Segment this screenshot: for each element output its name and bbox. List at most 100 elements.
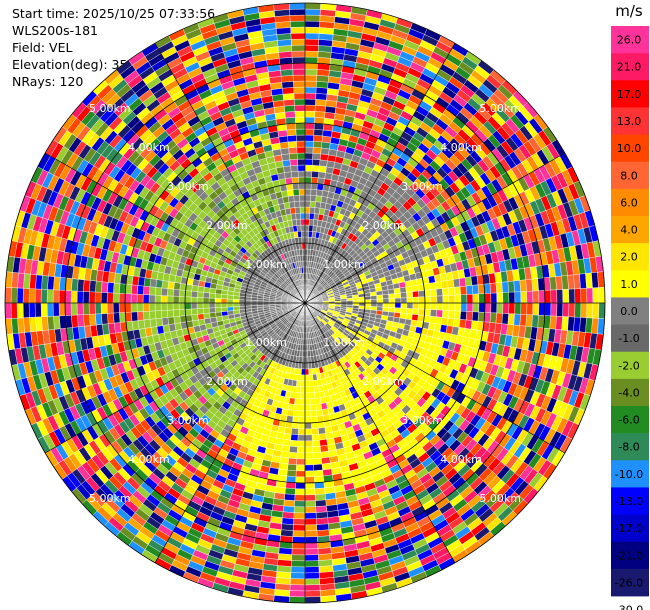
ray-gate: [34, 288, 42, 304]
ray-gate: [586, 287, 594, 304]
ray-gate: [304, 380, 310, 388]
ray-gate: [531, 314, 539, 328]
ray-gate: [382, 298, 390, 304]
ray-gate: [256, 302, 264, 306]
ray-gate: [316, 75, 329, 83]
ray-gate: [89, 280, 97, 293]
ray-gate: [489, 312, 497, 324]
ray-gate: [304, 410, 312, 418]
ray-gate: [532, 290, 540, 304]
ray-gate: [41, 316, 49, 331]
ray-gate: [77, 314, 85, 327]
ray-gate: [400, 307, 408, 314]
ray-gate: [304, 434, 313, 442]
ray-gate: [382, 294, 390, 300]
ray-gate: [387, 288, 395, 295]
ray-gate: [318, 165, 327, 173]
ray-gate: [316, 529, 330, 537]
ray-gate: [508, 291, 516, 304]
ray-gate: [508, 302, 516, 315]
ray-gate: [435, 316, 443, 325]
ray-gate: [399, 286, 407, 294]
ray-gate: [292, 536, 306, 544]
ray-gate: [291, 554, 306, 562]
ray-gate: [304, 428, 313, 436]
ray-gate: [294, 494, 306, 502]
ray-gate: [304, 44, 319, 52]
ray-gate: [308, 380, 314, 388]
ray-gate: [454, 294, 462, 304]
ray-gate: [308, 368, 313, 376]
ray-gate: [277, 553, 292, 561]
ray-gate: [400, 292, 408, 299]
ray-gate: [520, 291, 528, 304]
ray-gate: [436, 309, 443, 318]
ray-gate: [358, 296, 366, 301]
ray-gate: [478, 302, 486, 313]
ray-gate: [277, 559, 292, 567]
ray-gate: [304, 218, 310, 226]
ray-gate: [161, 310, 168, 319]
ray-gate: [293, 506, 306, 514]
ray-gate: [310, 194, 317, 202]
ray-gate: [190, 296, 198, 304]
ray-gate: [155, 287, 162, 296]
ray-gate: [167, 309, 174, 318]
ray-gate: [490, 292, 498, 304]
ray-gate: [297, 428, 306, 436]
ray-gate: [562, 289, 570, 304]
ray-gate: [202, 307, 210, 314]
ray-gate: [442, 295, 450, 304]
ray-gate: [52, 302, 60, 317]
ray-gate: [118, 302, 126, 313]
ray-gate: [316, 409, 323, 417]
ray-gate: [388, 298, 396, 304]
ray-gate: [441, 280, 449, 289]
ray-gate: [304, 542, 319, 550]
ray-gate: [291, 560, 306, 568]
ray-gate: [191, 290, 198, 298]
ray-gate: [304, 554, 319, 562]
ray-gate: [309, 200, 316, 208]
ray-gate: [460, 294, 468, 304]
ray-gate: [315, 99, 327, 107]
ray-gate: [167, 281, 175, 290]
ray-gate: [448, 287, 455, 296]
ray-gate: [292, 530, 306, 538]
ray-gate: [299, 398, 306, 406]
ray-gate: [76, 290, 84, 304]
ray-gate: [501, 313, 509, 325]
ray-gate: [143, 285, 151, 295]
ray-gate: [130, 293, 138, 304]
ray-gate: [70, 302, 78, 316]
ray-gate: [244, 299, 252, 304]
ray-gate: [495, 312, 503, 324]
ray-gate: [381, 289, 389, 295]
ray-gate: [436, 288, 443, 297]
ray-gate: [220, 302, 228, 308]
ray-gate: [149, 286, 156, 296]
ray-gate: [304, 506, 317, 514]
ray-gate: [197, 285, 205, 293]
ray-gate: [312, 153, 321, 160]
ray-gate: [208, 307, 216, 314]
ray-gate: [304, 194, 311, 202]
ray-gate: [304, 56, 319, 64]
ray-gate: [286, 469, 297, 477]
ray-gate: [282, 439, 291, 447]
ray-gate: [304, 182, 312, 190]
ray-gate: [406, 291, 414, 298]
ray-gate: [412, 296, 420, 304]
ray-gate: [143, 311, 151, 321]
ray-gate: [424, 289, 431, 297]
ray-gate: [208, 302, 216, 309]
ray-gate: [550, 289, 558, 304]
ray-gate: [454, 310, 461, 320]
ray-gate: [313, 379, 319, 387]
ray-gate: [313, 129, 324, 137]
ray-gate: [294, 500, 306, 508]
ray-gate: [304, 80, 317, 88]
ray-gate: [388, 307, 396, 313]
ray-gate: [448, 302, 456, 312]
